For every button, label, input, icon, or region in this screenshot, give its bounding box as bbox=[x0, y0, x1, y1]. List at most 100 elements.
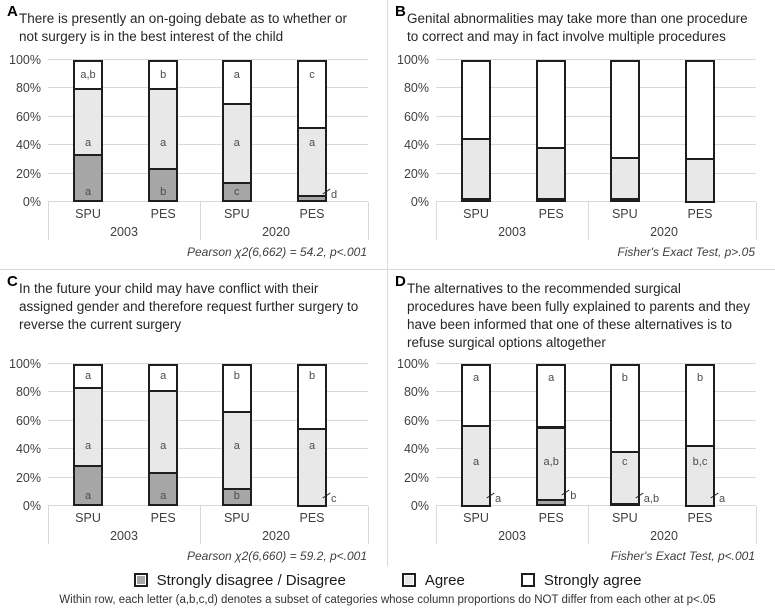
axis-tick bbox=[48, 202, 49, 240]
x-group-label: 2003 bbox=[498, 225, 526, 239]
panel-d-stat-note: Fisher's Exact Test, p<.001 bbox=[610, 549, 755, 563]
segment-strongly-agree bbox=[148, 60, 179, 91]
bar-pes-2003: a a a bbox=[148, 364, 179, 506]
x-group-label: 2003 bbox=[110, 225, 138, 239]
plot-area: 0% 20% 40% 60% 80% 100% a a a a a a b a b c a b bbox=[9, 357, 368, 513]
gridline bbox=[436, 172, 756, 174]
stacked-bar-chart-a: 0% 20% 40% 60% 80% 100% a a a,b b a b c a a d a c SPU PES SP… bbox=[9, 53, 369, 244]
segment-strongly-agree bbox=[536, 60, 567, 149]
segment-strongly-agree bbox=[73, 60, 103, 91]
bar-letter: a bbox=[308, 440, 316, 453]
x-category-label: PES bbox=[538, 207, 564, 221]
bar-letter: b bbox=[621, 371, 628, 384]
segment-agree bbox=[297, 427, 327, 507]
gridline bbox=[436, 476, 756, 478]
bar-letter: c bbox=[234, 185, 240, 198]
y-axis-tick-label: 40% bbox=[403, 442, 429, 457]
y-axis-tick-label: 0% bbox=[22, 499, 41, 513]
gridline bbox=[436, 363, 756, 364]
bar-letter: b bbox=[233, 370, 240, 383]
y-axis-tick-label: 20% bbox=[403, 470, 429, 485]
segment-agree bbox=[73, 386, 103, 467]
legend-swatch-white-square-icon bbox=[520, 573, 535, 587]
y-axis-tick-label: 0% bbox=[22, 195, 41, 209]
gridline bbox=[48, 363, 368, 364]
bar-pes-2020: d a c bbox=[297, 60, 337, 202]
x-group-label: 2020 bbox=[650, 225, 678, 239]
x-category-label: SPU bbox=[223, 207, 250, 221]
legend-label: Strongly agree bbox=[543, 571, 642, 589]
x-group-label: 2020 bbox=[262, 529, 290, 543]
x-category-label: PES bbox=[299, 511, 325, 525]
y-axis-tick-label: 80% bbox=[403, 81, 429, 96]
x-group-label: 2020 bbox=[262, 225, 290, 239]
x-axis: SPU PES SPU PES 2003 2020 bbox=[48, 506, 369, 548]
bar-letter: a bbox=[84, 185, 92, 198]
legend-item-strongly-disagree: Strongly disagree / Disagree bbox=[133, 572, 346, 589]
gridline bbox=[48, 391, 368, 393]
gridline bbox=[48, 172, 368, 174]
panel-b: B Genital abnormalities may take more th… bbox=[388, 0, 775, 270]
y-axis-tick-label: 100% bbox=[9, 357, 41, 371]
y-axis-tick-label: 20% bbox=[15, 470, 41, 485]
gridline bbox=[48, 448, 368, 450]
gridline bbox=[436, 115, 756, 117]
bar-letter: d bbox=[331, 188, 338, 201]
segment-agree bbox=[609, 156, 640, 200]
bar-letter: a bbox=[233, 440, 240, 453]
bar-spu-2020: c a a bbox=[221, 60, 252, 202]
gridline bbox=[48, 201, 368, 202]
bar-letter: a bbox=[472, 371, 480, 384]
x-category-label: PES bbox=[150, 511, 176, 525]
x-category-label: SPU bbox=[75, 207, 101, 221]
y-axis-tick-label: 20% bbox=[403, 166, 429, 181]
x-group-label: 2020 bbox=[650, 529, 678, 543]
axis-tick bbox=[436, 506, 437, 544]
x-category-label: SPU bbox=[75, 511, 101, 525]
x-category-label: SPU bbox=[611, 511, 638, 525]
y-axis-tick-label: 60% bbox=[15, 109, 41, 124]
x-category-label: PES bbox=[687, 207, 713, 221]
axis-tick bbox=[48, 506, 49, 544]
axis-tick bbox=[756, 202, 757, 240]
segment-agree bbox=[536, 146, 567, 200]
x-axis: SPU PES SPU PES 2003 2020 bbox=[436, 506, 757, 548]
bar-letter: a bbox=[472, 455, 480, 468]
bar-letter: a bbox=[233, 69, 240, 82]
segment-agree bbox=[609, 450, 640, 506]
bar-letter: a,b bbox=[543, 455, 559, 468]
plot-area: 0% 20% 40% 60% 80% 100% a a a b a,b a a,b c b a b,c b bbox=[397, 357, 756, 513]
segment-agree bbox=[148, 389, 179, 474]
segment-strongly-agree bbox=[685, 60, 715, 160]
bar-letter: b bbox=[308, 370, 316, 383]
x-category-label: PES bbox=[538, 511, 564, 525]
stacked-bar-chart-b: 0% 20% 40% 60% 80% 100% SPU PES SPU PES 2003 2020 bbox=[397, 53, 757, 244]
y-axis-tick-label: 20% bbox=[15, 166, 41, 181]
legend-swatch-dark-square-icon bbox=[133, 573, 148, 587]
segment-agree bbox=[148, 88, 179, 170]
gridline bbox=[48, 87, 368, 89]
panel-c: C In the future your child may have conf… bbox=[0, 270, 388, 566]
bar-letter: b bbox=[570, 489, 577, 502]
bar-pes-2003: b a b bbox=[148, 60, 179, 202]
bar-letter: a bbox=[160, 137, 167, 150]
legend: Strongly disagree / Disagree Agree Stron… bbox=[0, 570, 775, 590]
panel-a-stat-note: Pearson χ2(6,662) = 54.2, p<.001 bbox=[186, 245, 367, 259]
gridline bbox=[436, 505, 756, 506]
segment-agree bbox=[73, 88, 103, 156]
axis-tick bbox=[368, 506, 369, 544]
bar-pes-2020 bbox=[685, 60, 715, 203]
x-category-label: PES bbox=[150, 207, 176, 221]
y-axis-tick-label: 80% bbox=[15, 81, 41, 96]
x-category-label: PES bbox=[299, 207, 325, 221]
panel-b-title: Genital abnormalities may take more than… bbox=[407, 11, 748, 44]
bar-letter: a bbox=[308, 137, 316, 150]
bar-letter: a bbox=[84, 370, 92, 383]
axis-tick bbox=[588, 506, 589, 544]
y-axis-tick-label: 0% bbox=[410, 195, 429, 209]
gridline bbox=[48, 115, 368, 117]
segment-strongly-agree bbox=[297, 60, 327, 129]
axis-tick bbox=[200, 506, 201, 544]
axis-tick bbox=[436, 202, 437, 240]
panel-c-title: In the future your child may have confli… bbox=[19, 281, 359, 332]
